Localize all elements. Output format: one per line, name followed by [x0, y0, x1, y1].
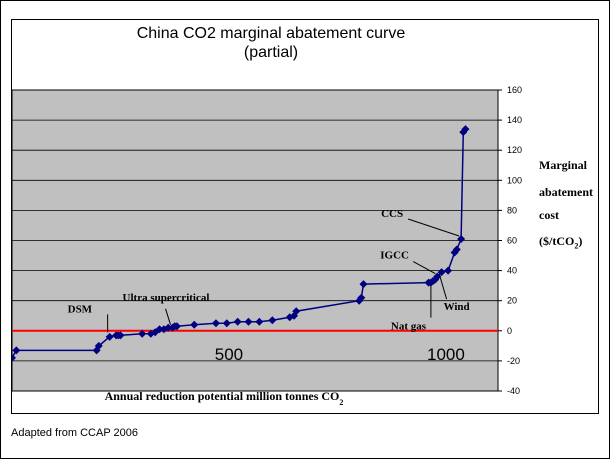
data-point — [12, 346, 21, 355]
ylabel-unit-sub: 2 — [574, 241, 579, 251]
data-point — [222, 319, 231, 328]
annotation-leader — [439, 274, 448, 300]
y-tick-label: 160 — [507, 85, 522, 95]
data-point — [461, 125, 470, 134]
x-tick-label: 500 — [215, 345, 243, 364]
ylabel-line-2: abatement — [539, 185, 593, 199]
y-tick-label: -40 — [507, 386, 520, 396]
chart-title-line-2: (partial) — [243, 44, 299, 61]
annotation-label: IGCC — [380, 250, 409, 262]
data-point — [94, 341, 103, 350]
annotation-leader — [165, 308, 172, 325]
data-point — [211, 319, 220, 328]
annotation-label: Wind — [444, 301, 470, 313]
data-point — [357, 293, 366, 302]
annotation-leader — [407, 218, 460, 237]
annotation-label: Ultra supercritical — [123, 292, 210, 304]
data-point — [190, 320, 199, 329]
chart-svg: -40 -20 0 20 40 60 80 100 120 140 160 500 1000 Annual… — [12, 85, 522, 407]
data-point — [292, 307, 301, 316]
ylabel-unit-post: ) — [578, 234, 583, 248]
data-point — [12, 353, 16, 362]
y-tick-label: 100 — [507, 175, 522, 185]
data-point — [155, 325, 164, 334]
data-point — [433, 272, 442, 281]
annotation-label: DSM — [68, 303, 93, 315]
annotation-label: Nat gas — [391, 321, 427, 333]
data-point — [172, 322, 181, 331]
x-axis-label: Annual reduction potential million tonne… — [105, 389, 344, 407]
data-point — [233, 317, 242, 326]
ylabel-unit-pre: ($/tCO — [539, 234, 575, 248]
data-point — [255, 317, 264, 326]
data-point — [244, 317, 253, 326]
y-tick-label: 60 — [507, 236, 517, 246]
y-tick-label: 140 — [507, 115, 522, 125]
ylabel-unit: ($/tCO2) — [539, 234, 582, 250]
data-point — [164, 323, 173, 332]
y-tick-label: 80 — [507, 205, 517, 215]
y-tick-label: 0 — [507, 326, 512, 336]
annotation-label: CCS — [381, 208, 403, 220]
y-tick-label: -20 — [507, 356, 520, 366]
chart-title-line-1: China CO2 marginal abatement curve — [136, 25, 406, 42]
data-point — [359, 280, 368, 289]
data-point — [138, 329, 147, 338]
chart-area: -40 -20 0 20 40 60 80 100 120 140 160 500 1000 Annual… — [11, 19, 599, 414]
x-tick-label: 1000 — [427, 345, 465, 364]
source-note: Adapted from CCAP 2006 — [11, 427, 138, 439]
annotation-leader — [413, 261, 436, 275]
data-point — [116, 331, 125, 340]
y-tick-label: 40 — [507, 266, 517, 276]
data-point — [105, 332, 114, 341]
ylabel-line-1: Marginal — [539, 158, 587, 172]
y-tick-label: 120 — [507, 145, 522, 155]
data-point — [268, 316, 277, 325]
data-point — [452, 245, 461, 254]
data-point — [457, 234, 466, 243]
data-point — [444, 266, 453, 275]
data-point — [437, 268, 446, 277]
y-tick-label: 20 — [507, 296, 517, 306]
ylabel-line-3: cost — [539, 208, 559, 222]
